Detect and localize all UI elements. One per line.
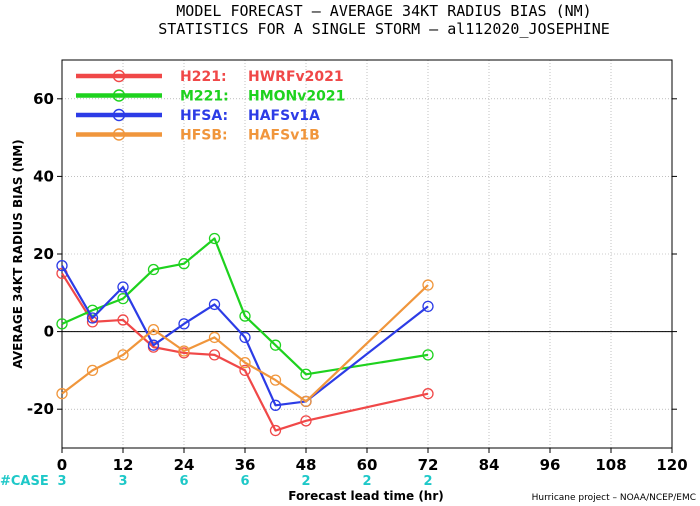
case-counts: 3 3 6 6 2 2 2 xyxy=(57,474,432,489)
x-tick-label: 84 xyxy=(479,456,500,474)
x-tick-label: 24 xyxy=(174,456,195,474)
series-point xyxy=(147,324,160,336)
series-line xyxy=(61,265,429,407)
grid xyxy=(61,60,673,448)
series-point xyxy=(208,349,221,361)
y-tick-label: 20 xyxy=(33,245,54,263)
legend-label-desc: HAFSv1A xyxy=(248,108,320,124)
y-tick-label: 60 xyxy=(33,90,54,108)
series-point xyxy=(422,388,434,400)
series-point xyxy=(117,281,129,293)
legend-marker xyxy=(112,89,126,102)
y-axis-label: AVERAGE 34KT RADIUS BIAS (NM) xyxy=(11,139,25,368)
series-3 xyxy=(56,259,434,411)
plot-frame xyxy=(61,59,673,449)
series-line xyxy=(61,237,429,376)
case-count: 6 xyxy=(240,474,249,489)
case-count: 3 xyxy=(118,474,127,489)
series-group xyxy=(56,232,434,437)
legend-label-desc: HWRFv2021 xyxy=(248,69,344,85)
x-tick-label: 36 xyxy=(235,456,256,474)
x-tick-label: 108 xyxy=(595,456,626,474)
chart-title-line1: MODEL FORECAST – AVERAGE 34KT RADIUS BIA… xyxy=(176,2,591,20)
legend-marker xyxy=(112,69,126,83)
series-point xyxy=(422,279,434,291)
legend-marker xyxy=(112,128,126,141)
series-point xyxy=(56,388,68,400)
series-point xyxy=(178,345,190,357)
legend-label-code: H221: xyxy=(180,69,227,85)
legend-marker xyxy=(112,108,126,122)
series-point xyxy=(147,339,160,351)
y-axis-ticks: -20 0 20 40 60 xyxy=(27,90,677,418)
case-count: 2 xyxy=(362,474,371,489)
series-point xyxy=(178,318,190,330)
x-tick-label: 60 xyxy=(357,456,378,474)
series-point xyxy=(208,298,221,311)
x-tick-label: 48 xyxy=(296,456,317,474)
series-point xyxy=(208,232,221,245)
case-count: 6 xyxy=(179,474,188,489)
series-point xyxy=(239,364,251,377)
series-line xyxy=(61,272,429,432)
series-point xyxy=(56,259,68,272)
x-axis-ticks: 0 12 24 36 48 60 72 84 96 108 120 xyxy=(57,448,688,474)
series-point xyxy=(117,314,129,326)
legend-label-desc: HMONv2021 xyxy=(248,89,345,105)
credit-text: Hurricane project – NOAA/NCEP/EMC xyxy=(532,493,696,503)
x-tick-label: 0 xyxy=(57,456,67,474)
series-line xyxy=(61,284,429,403)
case-count: 3 xyxy=(57,474,66,489)
series-point xyxy=(269,399,282,411)
y-tick-label: 40 xyxy=(33,167,54,185)
x-tick-label: 72 xyxy=(418,456,439,474)
x-axis-label: Forecast lead time (hr) xyxy=(288,489,444,503)
legend: H221: HWRFv2021 M221: HMONv2021 HFSA: HAFSv1A… xyxy=(76,69,345,144)
chart-title-line2: STATISTICS FOR A SINGLE STORM – al112020… xyxy=(158,20,610,38)
series-point xyxy=(239,356,251,369)
series-point xyxy=(422,349,434,361)
series-point xyxy=(178,258,190,270)
x-tick-label: 12 xyxy=(113,456,134,474)
series-point xyxy=(117,349,129,361)
series-point xyxy=(56,318,68,330)
series-point xyxy=(86,312,99,324)
case-count: 2 xyxy=(301,474,310,489)
series-point xyxy=(86,364,99,377)
series-point xyxy=(269,339,282,351)
legend-label-code: M221: xyxy=(180,89,229,105)
series-point xyxy=(300,415,312,427)
x-tick-label: 96 xyxy=(540,456,561,474)
series-point xyxy=(239,310,251,322)
case-count-label: #CASE xyxy=(0,474,49,489)
series-point xyxy=(269,424,282,437)
series-point xyxy=(239,331,251,344)
legend-label-code: HFSA: xyxy=(180,108,228,124)
legend-label-code: HFSB: xyxy=(180,128,228,144)
y-tick-label: 0 xyxy=(44,323,54,341)
series-point xyxy=(208,331,221,344)
x-tick-label: 120 xyxy=(656,456,687,474)
y-tick-label: -20 xyxy=(27,400,54,418)
series-4 xyxy=(56,279,434,408)
series-point xyxy=(269,374,282,386)
series-point xyxy=(300,395,312,408)
series-point xyxy=(422,300,434,313)
legend-label-desc: HAFSv1B xyxy=(248,128,320,144)
series-point xyxy=(147,263,160,276)
series-point xyxy=(300,368,312,380)
case-count: 2 xyxy=(423,474,432,489)
